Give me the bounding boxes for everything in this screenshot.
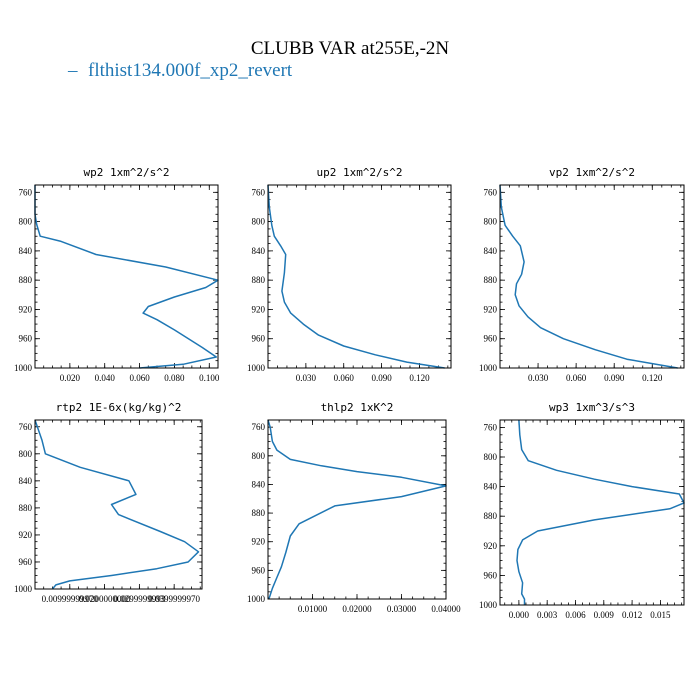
figure-title: CLUBB VAR at255E,-2N xyxy=(251,38,450,59)
series-line xyxy=(516,419,685,605)
y-tick-label: 880 xyxy=(484,511,498,521)
panel-5: thlp2 1xK^2 760 800 840 880 920 960 1000 0.01000… xyxy=(247,401,461,614)
x-tick-label: 0.009 xyxy=(594,610,615,620)
y-tick-label: 880 xyxy=(484,275,498,285)
panel-title: wp2 1xm^2/s^2 xyxy=(83,166,169,179)
y-tick-label: 800 xyxy=(252,217,266,227)
x-tick-label: 0.060 xyxy=(334,373,355,383)
x-tick-label: 0.020 xyxy=(60,373,81,383)
y-tick-label: 960 xyxy=(19,557,33,567)
y-tick-label: 920 xyxy=(252,304,266,314)
plot-frame xyxy=(267,184,452,369)
x-tick-label: 0.000 xyxy=(509,610,530,620)
plot-frame xyxy=(34,419,203,590)
y-tick-label: 760 xyxy=(252,187,266,197)
panel-3: vp2 1xm^2/s^2 760 800 840 880 920 960 1000 0.030… xyxy=(479,166,685,383)
legend: – flthist134.000f_xp2_revert xyxy=(67,60,293,81)
x-tick-label: 0.060 xyxy=(129,373,150,383)
x-tick-label: 0.0299999993 xyxy=(114,594,166,604)
x-tick-label: 0.0200000000 xyxy=(79,594,131,604)
y-tick-label: 760 xyxy=(19,422,33,432)
y-tick-label: 840 xyxy=(19,246,33,256)
x-tick-label: 0.0399999970 xyxy=(148,594,200,604)
panel-6: wp3 1xm^3/s^3 760 800 840 880 920 960 1000 0.000… xyxy=(479,401,685,620)
panels: wp2 1xm^2/s^2 760 800 840 880 920 960 1000 0.020… xyxy=(14,166,685,620)
panel-title: wp3 1xm^3/s^3 xyxy=(549,401,635,414)
legend-label: flthist134.000f_xp2_revert xyxy=(88,60,293,81)
plot-frame xyxy=(267,419,447,600)
y-tick-label: 880 xyxy=(252,508,266,518)
y-tick-label: 880 xyxy=(19,503,33,513)
series-line xyxy=(34,185,219,369)
y-tick-label: 920 xyxy=(19,530,33,540)
legend-dash: – xyxy=(67,60,78,81)
plot-frame xyxy=(499,419,685,606)
panel-4: rtp2 1E-6x(kg/kg)^2 760 800 840 880 920 960 100… xyxy=(14,401,203,604)
y-tick-label: 760 xyxy=(484,187,498,197)
x-tick-label: 0.015 xyxy=(650,610,671,620)
y-tick-label: 960 xyxy=(19,334,33,344)
x-tick-label: 0.090 xyxy=(604,373,625,383)
y-tick-label: 800 xyxy=(484,217,498,227)
y-tick-label: 800 xyxy=(19,449,33,459)
panel-title: thlp2 1xK^2 xyxy=(321,401,394,414)
y-tick-label: 760 xyxy=(252,422,266,432)
x-tick-label: 0.100 xyxy=(199,373,220,383)
panel-title: up2 1xm^2/s^2 xyxy=(316,166,402,179)
x-tick-label: 0.00999999970 xyxy=(42,594,99,604)
plot-frame xyxy=(34,184,219,369)
y-tick-label: 1000 xyxy=(14,584,33,594)
y-tick-label: 1000 xyxy=(479,600,498,610)
x-tick-label: 0.003 xyxy=(537,610,558,620)
x-tick-label: 0.040 xyxy=(95,373,116,383)
y-tick-label: 1000 xyxy=(247,594,266,604)
y-tick-label: 840 xyxy=(19,476,33,486)
y-tick-label: 1000 xyxy=(479,363,498,373)
x-tick-label: 0.080 xyxy=(164,373,185,383)
panel-2: up2 1xm^2/s^2 760 800 840 880 920 960 1000 0.030… xyxy=(247,166,452,383)
y-tick-label: 840 xyxy=(252,479,266,489)
panel-1: wp2 1xm^2/s^2 760 800 840 880 920 960 1000 0.020… xyxy=(14,166,220,383)
y-tick-label: 960 xyxy=(484,334,498,344)
x-tick-label: 0.006 xyxy=(565,610,586,620)
x-tick-label: 0.012 xyxy=(622,610,642,620)
x-tick-label: 0.04000 xyxy=(431,604,461,614)
series-line xyxy=(267,419,447,600)
y-tick-label: 800 xyxy=(484,452,498,462)
x-tick-label: 0.060 xyxy=(566,373,587,383)
y-tick-label: 800 xyxy=(252,451,266,461)
y-tick-label: 960 xyxy=(252,565,266,575)
y-tick-label: 760 xyxy=(484,422,498,432)
x-tick-label: 0.120 xyxy=(642,373,663,383)
x-tick-label: 0.01000 xyxy=(298,604,328,614)
series-line xyxy=(267,184,445,369)
x-tick-label: 0.120 xyxy=(409,373,430,383)
x-tick-label: 0.02000 xyxy=(342,604,372,614)
y-tick-label: 920 xyxy=(252,537,266,547)
y-tick-label: 880 xyxy=(19,275,33,285)
plot-frame xyxy=(499,184,685,369)
x-tick-label: 0.030 xyxy=(528,373,549,383)
y-tick-label: 920 xyxy=(19,304,33,314)
y-tick-label: 800 xyxy=(19,217,33,227)
y-tick-label: 880 xyxy=(252,275,266,285)
x-tick-label: 0.03000 xyxy=(387,604,417,614)
y-tick-label: 1000 xyxy=(14,363,33,373)
y-tick-label: 960 xyxy=(484,570,498,580)
y-tick-label: 840 xyxy=(484,246,498,256)
x-tick-label: 0.030 xyxy=(296,373,317,383)
y-tick-label: 960 xyxy=(252,334,266,344)
y-tick-label: 840 xyxy=(252,246,266,256)
panel-title: vp2 1xm^2/s^2 xyxy=(549,166,635,179)
y-tick-label: 920 xyxy=(484,541,498,551)
y-tick-label: 760 xyxy=(19,187,33,197)
panel-title: rtp2 1E-6x(kg/kg)^2 xyxy=(56,401,182,414)
y-tick-label: 1000 xyxy=(247,363,266,373)
y-tick-label: 920 xyxy=(484,304,498,314)
series-line xyxy=(34,419,200,590)
x-tick-label: 0.090 xyxy=(371,373,392,383)
series-line xyxy=(499,184,678,369)
y-tick-label: 840 xyxy=(484,482,498,492)
